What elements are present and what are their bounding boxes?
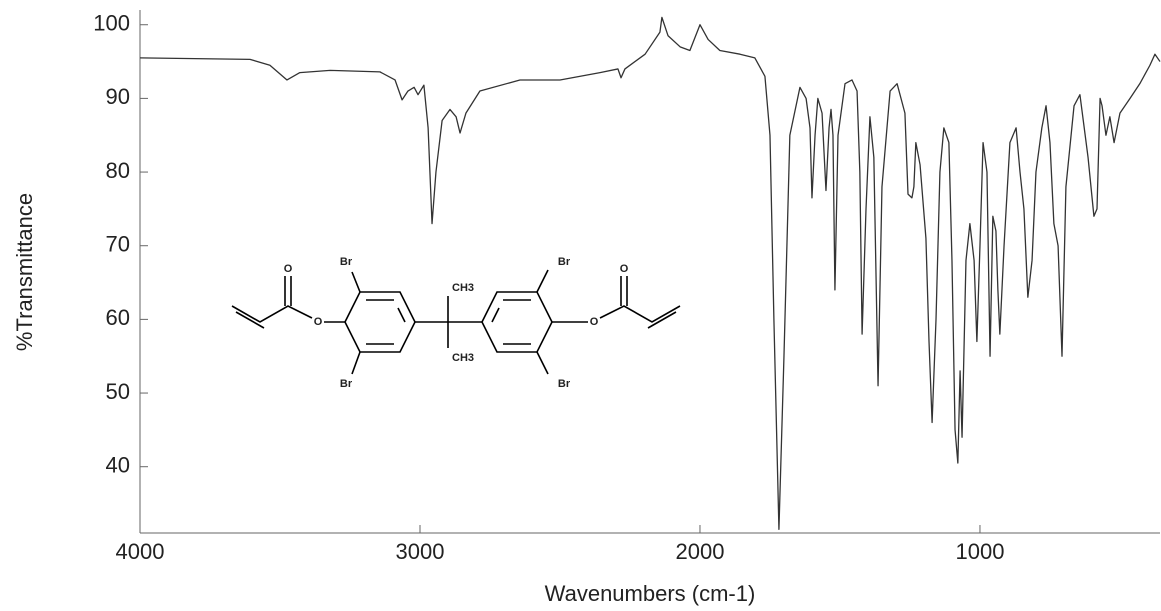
atom-label: Br xyxy=(558,378,571,390)
atom-label: O xyxy=(590,316,599,328)
bond xyxy=(351,271,361,293)
bond xyxy=(397,307,406,323)
x-axis-title: Wavenumbers (cm-1) xyxy=(545,581,756,606)
y-tick-label: 40 xyxy=(106,453,130,478)
x-tick-label: 4000 xyxy=(116,539,165,564)
atom-label: O xyxy=(284,263,293,275)
bond xyxy=(536,351,549,375)
bond xyxy=(351,351,361,375)
bond xyxy=(491,307,500,323)
y-axis-title: %Transmittance xyxy=(12,193,37,351)
atom-label: Br xyxy=(340,378,353,390)
y-tick-label: 80 xyxy=(106,158,130,183)
y-tick-label: 100 xyxy=(93,11,130,36)
atom-label: CH3 xyxy=(452,282,474,294)
bond xyxy=(231,305,313,323)
bond xyxy=(647,311,677,329)
atom-label: Br xyxy=(558,256,571,268)
y-tick-label: 60 xyxy=(106,305,130,330)
atom-label: CH3 xyxy=(452,352,474,364)
atom-label: O xyxy=(314,316,323,328)
x-tick-label: 2000 xyxy=(676,539,725,564)
bond xyxy=(235,311,265,329)
atom-label: O xyxy=(620,263,629,275)
y-tick-label: 90 xyxy=(106,84,130,109)
x-tick-label: 3000 xyxy=(396,539,445,564)
structure: O Br Br O CH3 CH3 Br Br O O xyxy=(231,256,681,390)
bond xyxy=(536,269,549,293)
bond xyxy=(599,305,681,323)
y-tick-label: 50 xyxy=(106,379,130,404)
x-tick-label: 1000 xyxy=(955,539,1004,564)
atom-label: Br xyxy=(340,256,353,268)
spectrum-line xyxy=(139,16,1161,530)
y-tick-label: 70 xyxy=(106,232,130,257)
